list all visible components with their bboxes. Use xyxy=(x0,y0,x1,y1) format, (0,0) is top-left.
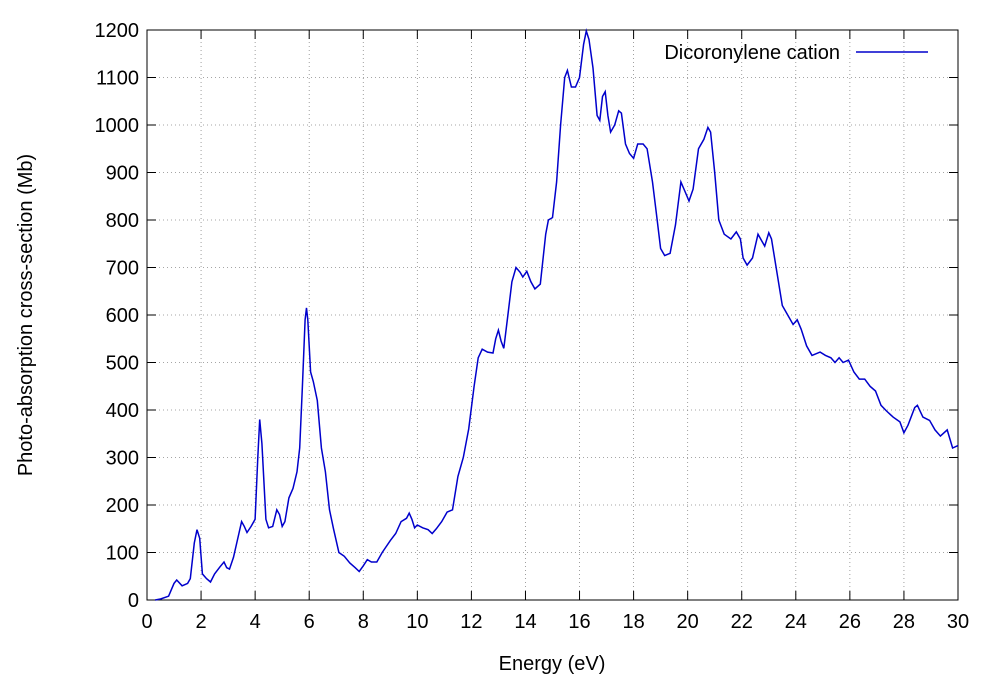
x-tick-label: 18 xyxy=(622,611,644,633)
y-tick-label: 500 xyxy=(106,353,139,375)
x-tick-label: 26 xyxy=(839,611,861,633)
y-tick-label: 1000 xyxy=(95,115,140,137)
x-axis-label: Energy (eV) xyxy=(499,653,606,675)
y-tick-label: 900 xyxy=(106,163,139,185)
x-tick-label: 10 xyxy=(406,611,428,633)
plot-frame xyxy=(146,29,959,601)
y-tick-label: 300 xyxy=(106,448,139,470)
x-tick-label: 12 xyxy=(460,611,482,633)
x-tick-label: 6 xyxy=(304,611,315,633)
x-tick-label: 28 xyxy=(893,611,915,633)
x-tick-label: 24 xyxy=(785,611,807,633)
data-line xyxy=(154,28,959,601)
x-tick-label: 20 xyxy=(677,611,699,633)
y-tick-label: 200 xyxy=(106,495,139,517)
x-tick-label: 30 xyxy=(947,611,969,633)
y-axis-label: Photo-absorption cross-section (Mb) xyxy=(15,154,37,476)
x-tick-label: 4 xyxy=(250,611,261,633)
x-tick-label: 16 xyxy=(568,611,590,633)
y-tick-label: 800 xyxy=(106,210,139,232)
y-tick-label: 100 xyxy=(106,543,139,565)
legend-label: Dicoronylene cation xyxy=(664,42,840,64)
y-tick-label: 1100 xyxy=(96,68,139,90)
y-tick-label: 0 xyxy=(128,590,139,612)
x-tick-label: 14 xyxy=(514,611,536,633)
y-tick-label: 1200 xyxy=(95,20,140,42)
x-tick-label: 0 xyxy=(141,611,152,633)
y-tick-label: 600 xyxy=(106,305,139,327)
x-tick-label: 2 xyxy=(196,611,207,633)
x-tick-label: 22 xyxy=(731,611,753,633)
x-tick-label: 8 xyxy=(358,611,369,633)
y-tick-label: 700 xyxy=(106,258,139,280)
y-tick-label: 400 xyxy=(106,400,139,422)
